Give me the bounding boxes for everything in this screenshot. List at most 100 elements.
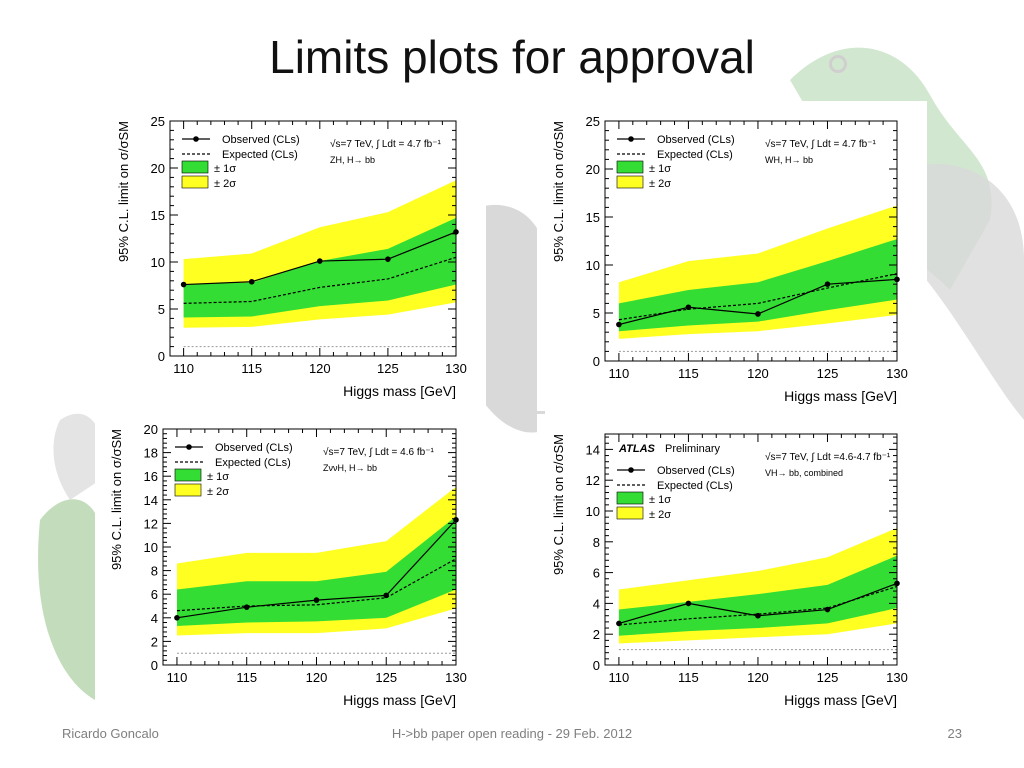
legend-observed-marker [193,136,199,142]
y-axis-label: 95% C.L. limit on σ/σSM [116,121,131,262]
legend-2sigma-swatch [174,483,202,497]
axes-frame [604,120,898,362]
x-axis-label: Higgs mass [GeV] [343,383,456,399]
plot-panel-zh: 0 5 10 15 20 25 110 115 120 125 130 Higgs mass [GeV… [102,101,486,406]
axes-frame [169,120,457,357]
legend-observed-label: Observed (CLs) [215,442,293,454]
x-tick-label: 115 [678,670,699,685]
y-tick-label: 6 [151,587,158,602]
observed-point [317,258,323,264]
y-tick-label: 2 [151,634,158,649]
legend-1sigma-swatch [616,491,644,505]
y-tick-label: 16 [144,469,158,484]
legend-2sigma-label: ± 2σ [649,178,671,190]
legend-expected-label: Expected (CLs) [657,149,733,161]
observed-point [685,600,692,607]
legend-2sigma-label: ± 2σ [649,509,671,521]
slide-title: Limits plots for approval [269,31,755,83]
observed-point [616,620,622,627]
x-tick-label: 120 [747,366,769,381]
x-tick-label: 125 [375,670,397,685]
chart-wh: 0 5 10 15 20 25 110 115 120 125 130 Higgs mass [GeV… [551,114,908,404]
atlas-sublabel: Preliminary [665,443,721,455]
plot-panel-combined: 0 2 4 6 8 10 12 14 110 115 120 125 130 Higgs mass [Ge… [537,414,927,715]
observed-point [824,606,831,613]
y-tick-label: 5 [158,302,165,317]
channel-label: VH→ bb, combined [765,468,843,478]
band-1sigma [183,217,456,318]
y-tick-label: 6 [593,566,600,581]
y-tick-label: 10 [586,258,600,273]
legend-1sigma-swatch [181,160,209,174]
observed-point [755,311,761,317]
y-tick-label: 8 [151,564,158,579]
y-tick-label: 10 [151,255,165,270]
y-tick-label: 25 [586,114,600,129]
legend-1sigma-label: ± 1σ [207,471,229,483]
atlas-label: ATLAS [618,443,656,455]
y-tick-label: 10 [586,504,600,519]
x-tick-label: 120 [747,670,769,685]
x-tick-label: 125 [817,366,839,381]
x-tick-label: 110 [609,366,630,381]
energy-label: √s=7 TeV, ∫ Ldt = 4.7 fb⁻¹ [765,138,876,150]
legend-1sigma-label: ± 1σ [649,494,671,506]
plot-panel-wh: 0 5 10 15 20 25 110 115 120 125 130 Higgs mass [GeV… [537,101,927,411]
legend-2sigma-swatch [616,506,644,520]
observed-point [313,597,320,603]
footer-page-number: 23 [947,726,962,741]
x-tick-label: 115 [678,366,699,381]
x-axis-label: Higgs mass [GeV] [784,692,897,708]
x-tick-label: 120 [309,361,331,376]
grey-decor-center [470,204,549,433]
x-tick-label: 130 [445,361,467,376]
observed-point [755,612,761,619]
x-axis-label: Higgs mass [GeV] [343,692,456,708]
legend-1sigma-swatch [616,160,644,174]
legend-expected-label: Expected (CLs) [657,480,733,492]
legend-observed-marker [628,136,634,142]
legend-1sigma-label: ± 1σ [214,163,236,175]
y-tick-label: 4 [151,611,158,626]
y-tick-label: 5 [593,306,600,321]
observed-point [243,604,250,610]
legend-2sigma-label: ± 2σ [214,178,236,190]
legend-expected-label: Expected (CLs) [215,457,291,469]
energy-label: √s=7 TeV, ∫ Ldt =4.6-4.7 fb⁻¹ [765,451,891,463]
legend-1sigma-label: ± 1σ [649,163,671,175]
x-tick-label: 130 [886,366,908,381]
y-axis-label: 95% C.L. limit on σ/σSM [551,121,566,262]
x-tick-label: 130 [886,670,908,685]
y-tick-label: 25 [151,114,165,129]
legend-expected-label: Expected (CLs) [222,149,298,161]
observed-point [616,321,622,328]
y-tick-label: 18 [144,446,158,461]
energy-label: √s=7 TeV, ∫ Ldt = 4.7 fb⁻¹ [330,138,441,150]
y-tick-label: 20 [586,162,600,177]
legend-observed-label: Observed (CLs) [657,465,735,477]
x-tick-label: 110 [609,670,630,685]
y-tick-label: 4 [593,596,600,611]
y-tick-label: 0 [593,658,600,673]
legend-2sigma-swatch [181,175,209,189]
y-tick-label: 14 [144,493,158,508]
y-tick-label: 2 [593,627,600,642]
x-tick-label: 115 [241,361,262,376]
footer-author: Ricardo Goncalo [62,726,159,741]
y-tick-label: 8 [593,535,600,550]
y-axis-label: 95% C.L. limit on σ/σSM [551,434,566,575]
x-tick-label: 125 [377,361,399,376]
y-axis-label: 95% C.L. limit on σ/σSM [109,429,124,570]
legend-observed-label: Observed (CLs) [657,134,735,146]
observed-point [824,281,831,287]
legend-observed-label: Observed (CLs) [222,134,300,146]
observed-point [383,592,390,599]
y-tick-label: 10 [144,540,158,555]
channel-label: ZννH, H→ bb [323,463,377,473]
legend-observed-marker [186,444,192,450]
y-tick-label: 14 [586,442,600,457]
energy-label: √s=7 TeV, ∫ Ldt = 4.6 fb⁻¹ [323,446,434,458]
y-tick-label: 15 [151,208,165,223]
y-tick-label: 0 [158,349,165,364]
y-tick-label: 15 [586,210,600,225]
